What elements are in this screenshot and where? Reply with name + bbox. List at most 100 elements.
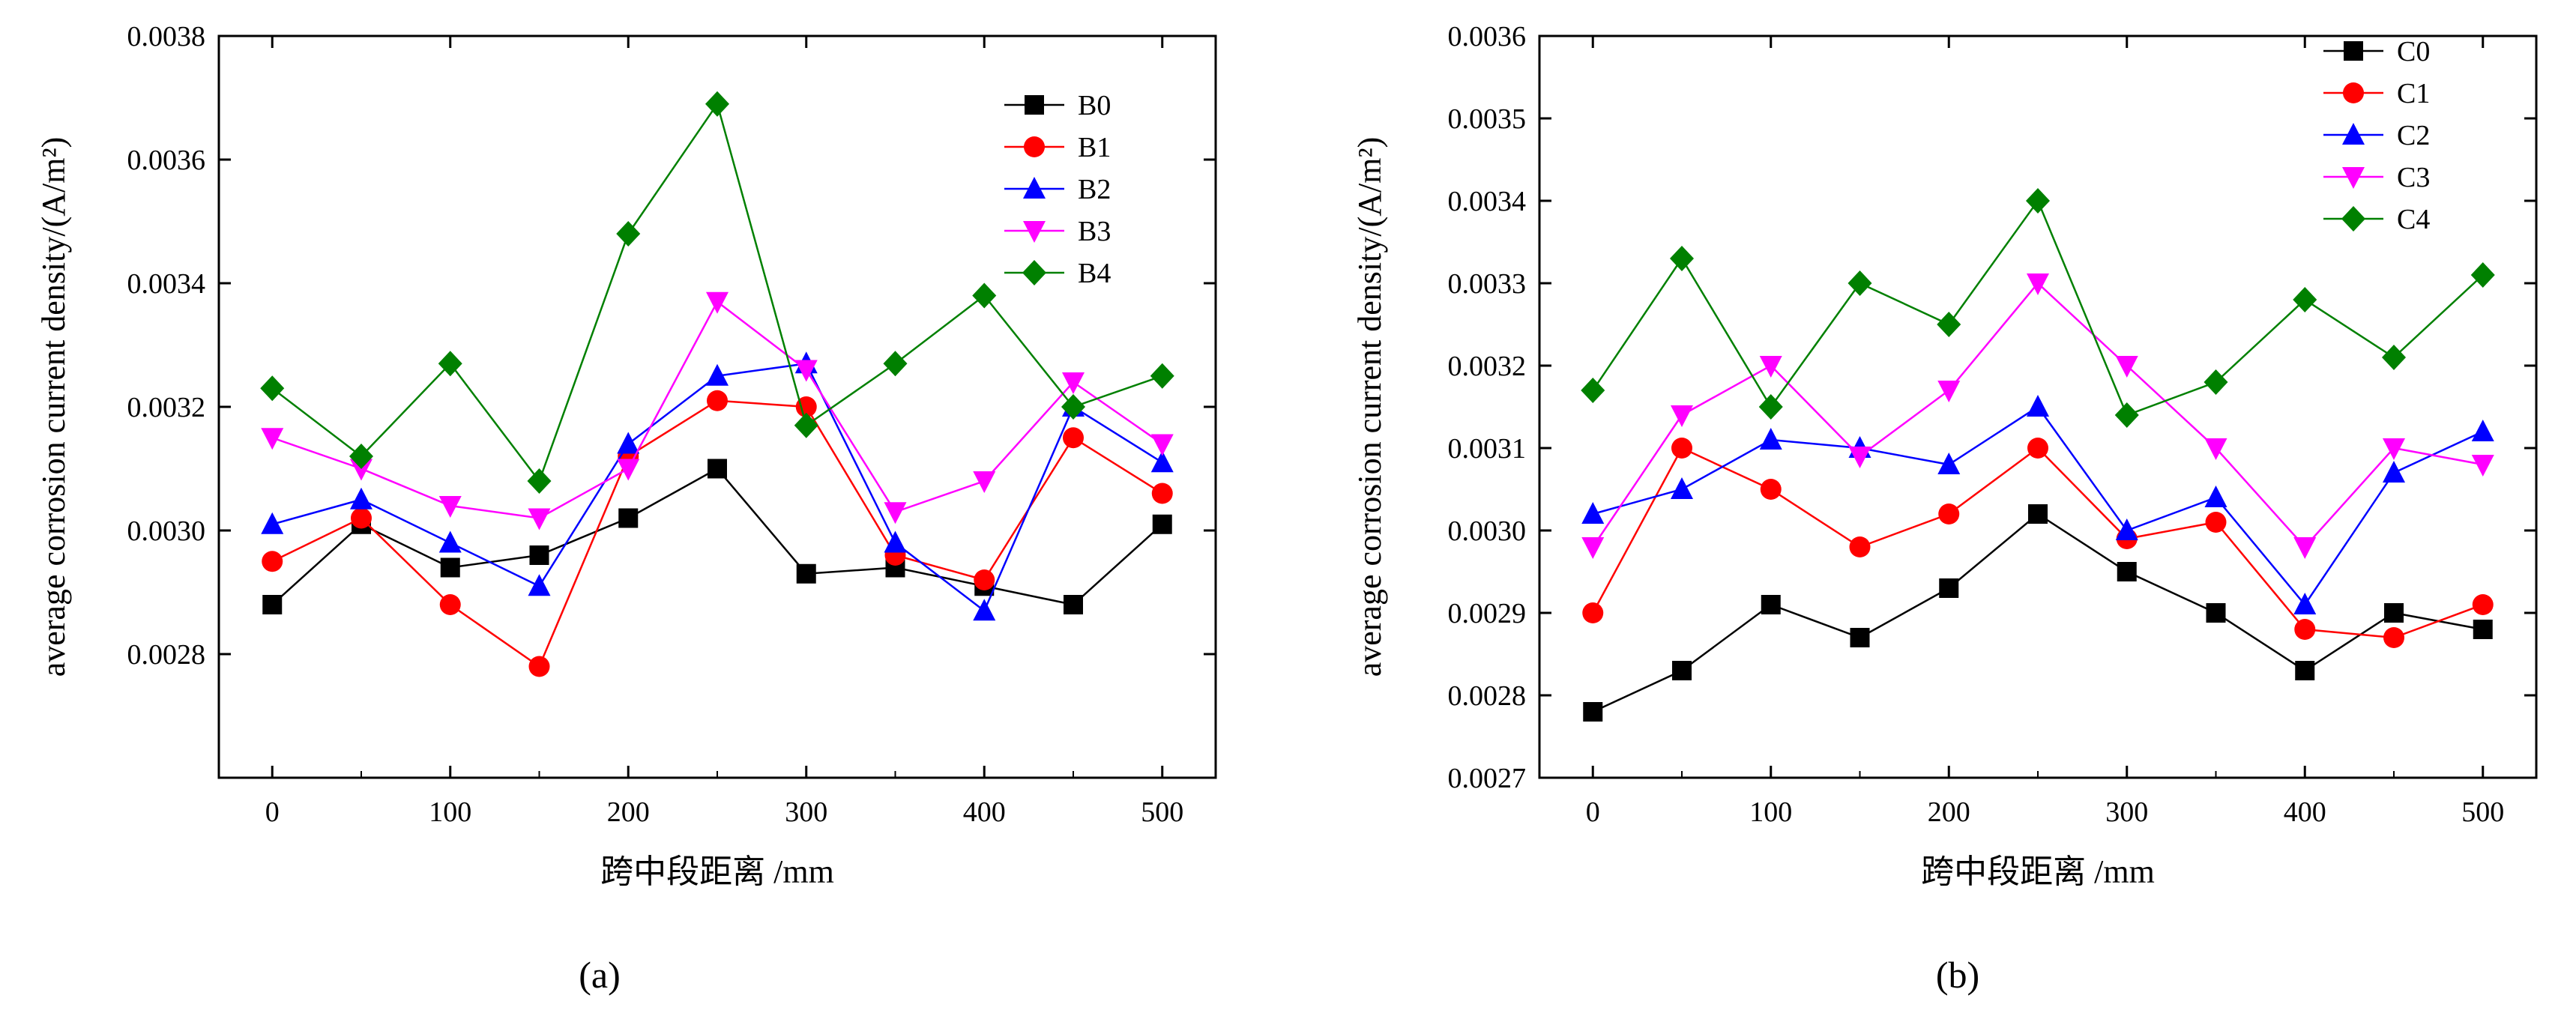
data-point-B3	[350, 459, 372, 481]
data-point-B3	[438, 496, 462, 518]
data-point-C0	[2028, 504, 2048, 524]
data-point-C2	[2383, 461, 2405, 483]
data-point-B3	[973, 471, 996, 493]
series-line-C4	[1592, 199, 2484, 417]
legend-marker-B4	[1022, 260, 1046, 285]
y-tick-label: 0.0032	[127, 392, 206, 423]
data-point-C2	[1671, 477, 1693, 499]
data-point-C2	[1759, 428, 1782, 450]
data-point-B1	[707, 390, 728, 411]
data-point-C1	[1760, 479, 1782, 500]
data-point-B4	[349, 444, 373, 469]
x-tick-label: 300	[785, 796, 827, 828]
data-point-B1	[351, 507, 372, 529]
data-point-C0	[2206, 603, 2226, 623]
x-axis-title: 跨中段距离 /mm	[1921, 853, 2155, 890]
data-point-B2	[438, 530, 462, 553]
data-point-C1	[2294, 619, 2316, 640]
data-point-B4	[527, 468, 552, 494]
data-point-C0	[2384, 603, 2404, 623]
legend-label-C4: C4	[2397, 204, 2430, 235]
data-point-C1	[2383, 627, 2404, 648]
y-axis-title: average corrosion current density/(A/m²)	[1351, 137, 1388, 677]
data-point-B1	[1063, 427, 1084, 449]
data-point-C4	[2026, 188, 2050, 214]
data-point-B4	[1150, 363, 1174, 389]
series-line-C0	[1592, 512, 2483, 713]
data-point-B4	[616, 221, 641, 247]
legend-marker-B1	[1024, 136, 1045, 157]
data-point-C4	[1937, 312, 1961, 337]
data-point-C4	[2114, 402, 2139, 428]
x-tick-label: 100	[1749, 796, 1792, 828]
data-point-B1	[528, 656, 550, 677]
legend-label-C2: C2	[2397, 120, 2430, 151]
data-point-C2	[1581, 502, 1605, 524]
data-point-C3	[1759, 356, 1782, 378]
data-point-C3	[1937, 381, 1961, 402]
data-point-B0	[529, 545, 549, 565]
panel-label-b: (b)	[1936, 954, 1979, 996]
x-tick-label: 200	[607, 796, 650, 828]
legend-marker-B0	[1025, 95, 1044, 115]
x-tick-label: 0	[265, 796, 280, 828]
chart-panel-b: 0.0027 0.0028 0.0029 0.0030 0.0031 0.0032 0.00…	[1351, 21, 2538, 890]
legend: C0 C1 C2 C3 C4	[2323, 36, 2430, 235]
series-B1	[262, 390, 1173, 677]
data-point-C1	[2205, 512, 2227, 533]
y-tick-label: 0.0028	[127, 639, 206, 671]
legend-label-C1: C1	[2397, 78, 2430, 109]
data-point-C0	[2295, 661, 2315, 680]
data-point-B2	[617, 432, 640, 454]
legend-label-C3: C3	[2397, 162, 2430, 193]
x-tick-label: 400	[2284, 796, 2326, 828]
data-point-B1	[974, 569, 995, 590]
data-point-B2	[350, 487, 372, 510]
data-point-C3	[1671, 405, 1693, 427]
data-point-B4	[705, 91, 729, 117]
x-tick-label: 500	[2461, 796, 2504, 828]
data-point-C1	[1582, 602, 1604, 623]
data-point-C2	[2027, 395, 2049, 417]
series-C4	[1581, 188, 2495, 428]
data-point-B0	[1152, 514, 1172, 534]
data-point-C3	[2204, 438, 2227, 460]
data-point-C0	[1850, 628, 1870, 647]
series-B0	[262, 459, 1172, 614]
data-point-B1	[1151, 483, 1173, 504]
series-C3	[1581, 273, 2494, 559]
y-axis-title: average corrosion current density/(A/m²)	[35, 137, 72, 677]
data-point-B3	[1062, 372, 1085, 394]
data-point-B3	[261, 428, 284, 450]
legend-marker-C3	[2342, 167, 2365, 189]
data-point-B2	[528, 574, 551, 596]
data-point-B3	[706, 291, 729, 314]
data-point-C4	[1581, 378, 1605, 403]
y-tick-label: 0.0036	[1448, 21, 1527, 52]
data-point-B2	[706, 363, 729, 386]
data-point-C3	[1581, 537, 1605, 559]
data-point-C0	[1761, 595, 1781, 614]
x-tick-label: 0	[1586, 796, 1600, 828]
data-point-B0	[708, 459, 727, 479]
legend-label-B4: B4	[1078, 258, 1111, 289]
data-point-C1	[1938, 504, 1960, 524]
data-point-C0	[1672, 661, 1692, 680]
x-tick-label: 100	[429, 796, 471, 828]
data-point-C3	[2027, 273, 2049, 295]
legend-marker-C4	[2341, 206, 2365, 232]
data-point-B3	[884, 502, 907, 524]
data-point-B2	[884, 530, 907, 553]
data-point-C0	[1583, 702, 1603, 722]
data-point-C1	[1849, 536, 1871, 557]
legend-label-C0: C0	[2397, 36, 2430, 67]
data-point-C4	[1847, 270, 1872, 296]
legend-marker-C0	[2344, 41, 2363, 61]
y-tick-label: 0.0030	[1448, 515, 1527, 547]
y-tick-label: 0.0029	[1448, 598, 1527, 629]
data-point-B1	[262, 551, 283, 572]
legend: B0 B1 B2 B3 B4	[1004, 90, 1111, 289]
legend-label-B3: B3	[1078, 216, 1111, 247]
y-tick-label: 0.0035	[1448, 103, 1527, 135]
